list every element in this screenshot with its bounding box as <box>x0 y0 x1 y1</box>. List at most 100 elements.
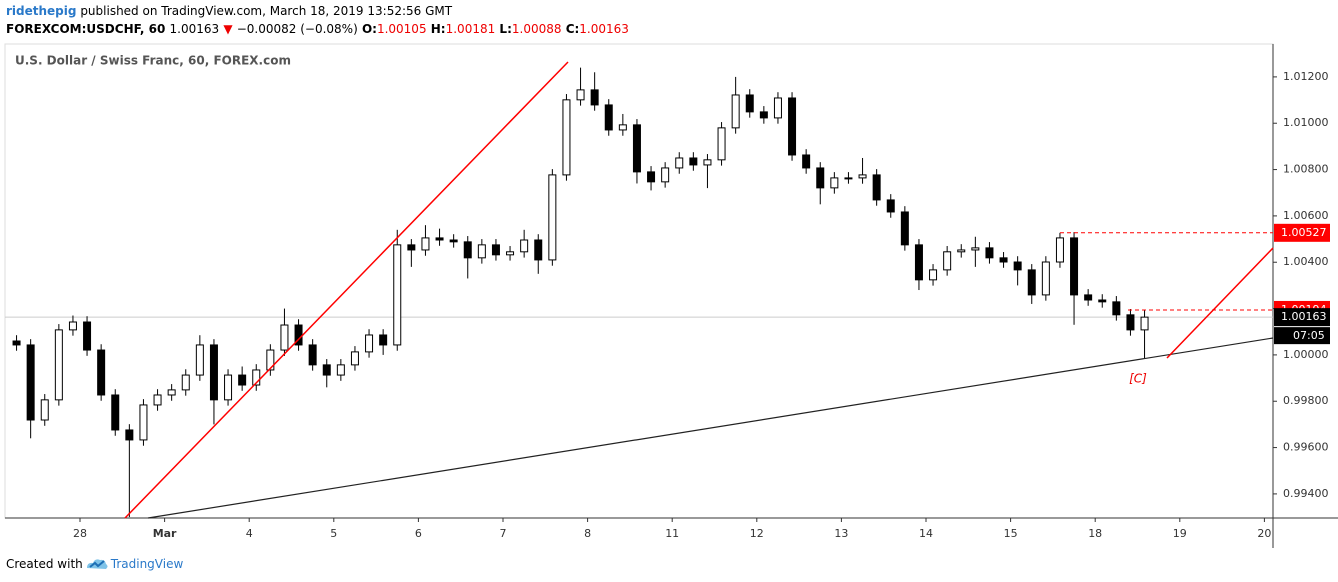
chart: U.S. Dollar / Swiss Franc, 60, FOREX.com… <box>4 43 1338 548</box>
candle-body <box>1013 261 1022 271</box>
wave-label: [C] <box>1129 372 1147 386</box>
candle-body <box>675 157 684 169</box>
candle-body <box>1140 316 1149 331</box>
trend-line[interactable] <box>124 61 569 519</box>
candle-body <box>900 211 909 246</box>
y-tick-label: 1.00800 <box>1283 163 1329 176</box>
candle-body <box>1041 261 1050 296</box>
x-tick-label: 13 <box>834 527 848 540</box>
candle-body <box>618 124 627 131</box>
candle-body <box>858 174 867 179</box>
candle-body <box>40 399 49 421</box>
candle-body <box>788 97 797 156</box>
candle-body <box>689 157 698 166</box>
ohlc-value: 1.00181 <box>445 22 496 36</box>
symbol-line: FOREXCOM:USDCHF, 60 1.00163 ▼ −0.00082 (… <box>6 22 629 36</box>
x-tick-label: 12 <box>750 527 764 540</box>
candle-body <box>929 269 938 281</box>
candle-body <box>647 171 656 183</box>
ohlc-label: H: <box>430 22 446 36</box>
candle-body <box>886 199 895 213</box>
x-tick-label: 20 <box>1257 527 1271 540</box>
x-tick-label: 4 <box>246 527 253 540</box>
candle-body <box>435 237 444 241</box>
candle-body <box>816 167 825 189</box>
candle-body <box>111 394 120 431</box>
x-tick-label: 11 <box>665 527 679 540</box>
candle-body <box>12 340 21 346</box>
candle-body <box>463 241 472 259</box>
candle-body <box>224 374 233 401</box>
trend-line[interactable] <box>1166 247 1274 359</box>
x-tick-label: 15 <box>1004 527 1018 540</box>
candle-body <box>393 244 402 346</box>
candle-body <box>745 94 754 113</box>
created-with: Created with <box>6 557 83 571</box>
last-price-bg <box>1274 308 1330 327</box>
candle-body <box>632 124 641 173</box>
ohlc-label: C: <box>565 22 580 36</box>
x-tick-label: 19 <box>1173 527 1187 540</box>
candle-body <box>759 111 768 119</box>
candle-body <box>322 364 331 376</box>
candle-body <box>280 324 289 351</box>
candle-body <box>97 349 106 396</box>
x-tick-label: 8 <box>584 527 591 540</box>
candle-body <box>266 349 275 371</box>
ohlc-value: 1.00163 <box>579 22 629 36</box>
price-label-bg <box>1274 223 1330 242</box>
candle-body <box>26 344 35 421</box>
chart-title: U.S. Dollar / Swiss Franc, 60, FOREX.com <box>15 54 291 68</box>
x-tick-label: Mar <box>153 527 177 540</box>
candle-body <box>308 344 317 366</box>
candle-body <box>491 244 500 256</box>
ohlc-value: 1.00088 <box>511 22 562 36</box>
author[interactable]: ridethepig <box>6 4 77 18</box>
candle-body <box>661 167 670 183</box>
last-price-label: 1.00163 <box>1281 310 1327 323</box>
x-tick-label: 28 <box>73 527 87 540</box>
candle-body <box>717 127 726 161</box>
candle-body <box>943 251 952 271</box>
candle-body <box>872 174 881 201</box>
candle-body <box>520 239 529 253</box>
candle-body <box>153 394 162 406</box>
candle-body <box>773 97 782 119</box>
brand[interactable]: TradingView <box>110 557 184 571</box>
logo <box>86 559 108 569</box>
candle-body <box>54 329 63 401</box>
candle-body <box>548 174 557 261</box>
x-tick-label: 7 <box>500 527 507 540</box>
candle-body <box>125 429 134 441</box>
candle-body <box>336 364 345 376</box>
x-tick-label: 14 <box>919 527 933 540</box>
y-tick-label: 1.01200 <box>1283 70 1329 83</box>
candle-body <box>731 94 740 129</box>
candle-body <box>365 334 374 353</box>
price-label: 1.00527 <box>1281 226 1327 239</box>
candle-body <box>83 321 92 351</box>
candle-body <box>1027 269 1036 296</box>
candle-body <box>844 177 853 180</box>
countdown-bg <box>1274 327 1330 345</box>
candle-body <box>407 244 416 251</box>
candle-body <box>449 239 458 243</box>
published-info: published on TradingView.com, March 18, … <box>80 4 453 18</box>
candle-body <box>167 389 176 396</box>
last: 1.00163 <box>169 22 220 36</box>
candle-body <box>421 237 430 251</box>
candle-body <box>139 404 148 441</box>
candle-body <box>1126 314 1135 331</box>
publish-line: ridethepig published on TradingView.com,… <box>6 4 452 18</box>
candle-body <box>534 239 543 261</box>
candle-body <box>703 159 712 166</box>
down-arrow: ▼ <box>223 22 233 36</box>
candle-body <box>576 89 585 101</box>
y-tick-label: 1.00000 <box>1283 348 1329 361</box>
trend-line[interactable] <box>147 337 1274 519</box>
footer: Created with TradingView <box>6 556 183 572</box>
y-tick-label: 0.99600 <box>1283 441 1329 454</box>
x-tick-label: 5 <box>330 527 337 540</box>
change: −0.00082 (−0.08%) <box>236 22 358 36</box>
